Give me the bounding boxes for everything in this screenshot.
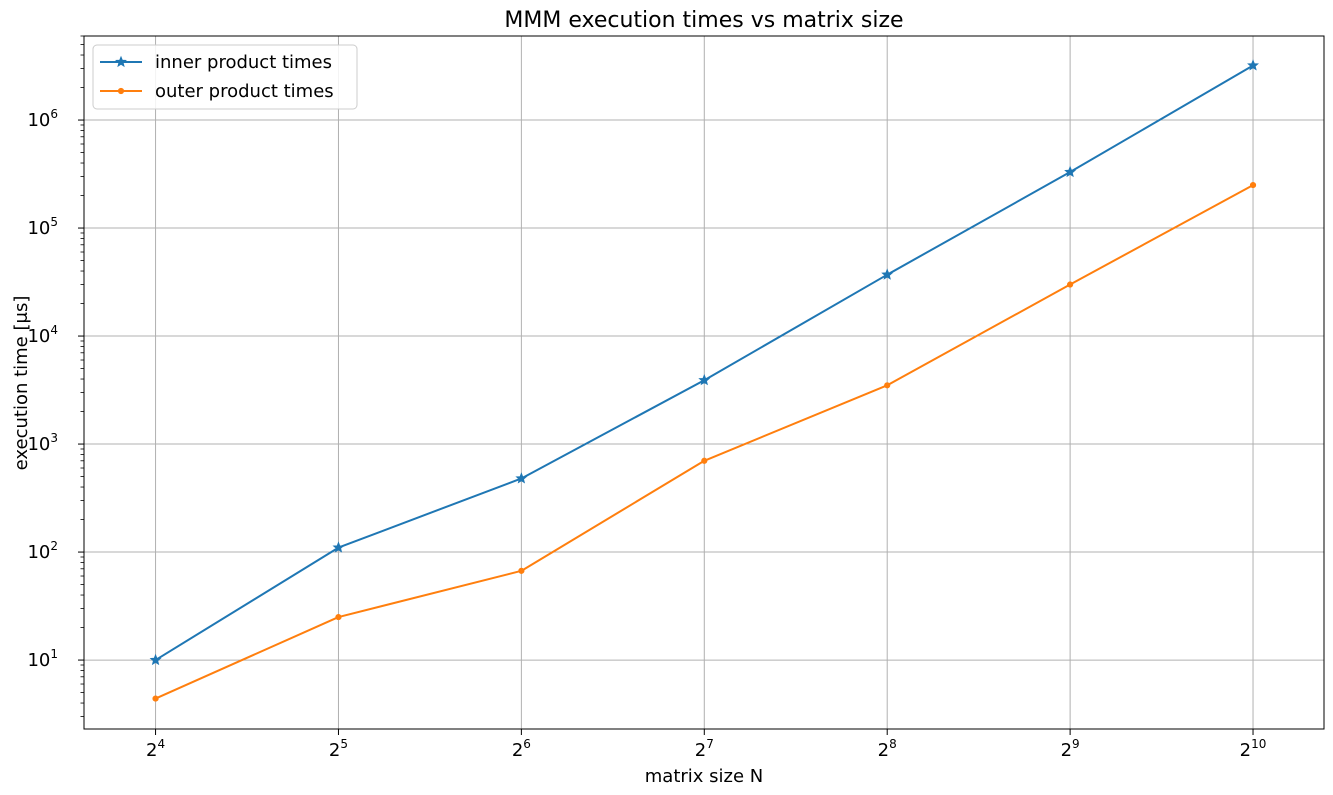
x-axis-label: matrix size N	[645, 766, 764, 787]
data-point	[1249, 181, 1257, 189]
y-tick-exponent: 1	[50, 647, 58, 661]
x-tick-base: 2	[695, 740, 706, 761]
x-tick-label: 27	[695, 737, 714, 761]
y-tick-label: 104	[27, 323, 58, 347]
y-tick-exponent: 4	[50, 323, 58, 337]
legend-label: inner product times	[155, 52, 332, 73]
legend-marker	[117, 87, 125, 95]
x-tick-label: 26	[512, 737, 531, 761]
data-point	[701, 457, 708, 464]
x-axis-ticks: 24 25 26 27 28 29 210	[146, 729, 1266, 761]
data-point	[152, 695, 159, 702]
x-tick-label: 29	[1061, 737, 1080, 761]
y-tick-base: 10	[27, 110, 50, 131]
x-tick-label: 24	[146, 737, 165, 761]
data-point	[881, 268, 894, 280]
data-point	[515, 472, 528, 484]
data-point	[1064, 165, 1077, 178]
x-tick-exponent: 8	[889, 737, 897, 751]
x-tick-label: 210	[1240, 737, 1267, 761]
x-tick-exponent: 6	[523, 737, 531, 751]
y-tick-exponent: 2	[50, 539, 58, 553]
x-tick-label: 25	[329, 737, 348, 761]
x-tick-exponent: 9	[1072, 737, 1080, 751]
data-point	[149, 653, 162, 666]
x-tick-base: 2	[1240, 740, 1251, 761]
chart-title: MMM execution times vs matrix size	[504, 8, 903, 33]
legend-label: outer product times	[155, 81, 334, 102]
data-point	[1067, 281, 1074, 288]
y-tick-base: 10	[27, 326, 50, 347]
y-tick-label: 103	[27, 431, 58, 455]
x-tick-base: 2	[1061, 740, 1072, 761]
x-tick-base: 2	[146, 740, 157, 761]
legend-marker	[115, 55, 127, 68]
data-point	[698, 373, 711, 386]
x-tick-label: 28	[878, 737, 897, 761]
legend-box	[92, 44, 358, 110]
series-group	[149, 59, 1259, 702]
y-tick-label: 101	[27, 647, 58, 671]
series-inner-product	[149, 59, 1259, 666]
y-tick-exponent: 3	[50, 431, 58, 445]
data-point	[332, 541, 345, 553]
legend: inner product times outer product times	[92, 44, 358, 110]
x-tick-exponent: 10	[1251, 737, 1266, 751]
x-tick-base: 2	[512, 740, 523, 761]
y-tick-exponent: 5	[50, 215, 58, 229]
y-tick-label: 105	[27, 215, 58, 239]
data-point	[335, 613, 342, 621]
y-tick-exponent: 6	[50, 107, 58, 121]
y-tick-label: 102	[27, 539, 58, 563]
y-axis-label: execution time [μs]	[11, 296, 32, 471]
x-tick-base: 2	[878, 740, 889, 761]
y-tick-label: 106	[27, 107, 58, 131]
x-tick-exponent: 5	[340, 737, 348, 751]
y-tick-base: 10	[27, 218, 50, 239]
data-point	[518, 567, 525, 574]
y-tick-base: 10	[27, 434, 50, 455]
series-outer-product	[152, 181, 1257, 702]
data-point	[884, 382, 891, 389]
x-tick-exponent: 4	[157, 737, 165, 751]
data-point	[1247, 59, 1259, 71]
y-tick-base: 10	[27, 650, 50, 671]
x-tick-base: 2	[329, 740, 340, 761]
x-tick-exponent: 7	[706, 737, 714, 751]
y-tick-base: 10	[27, 542, 50, 563]
